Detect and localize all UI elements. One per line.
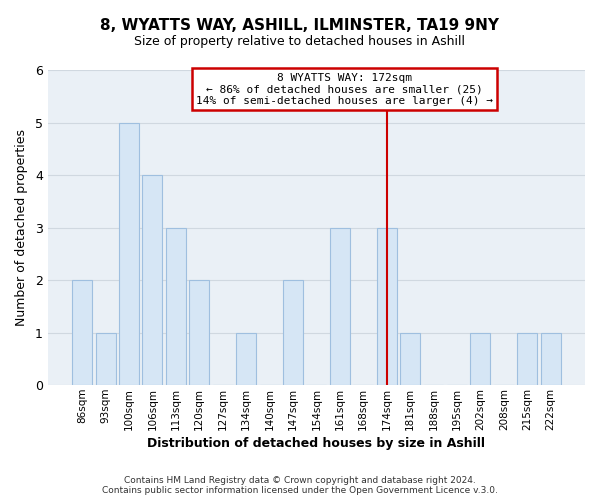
Text: Contains public sector information licensed under the Open Government Licence v.: Contains public sector information licen… xyxy=(102,486,498,495)
Bar xyxy=(470,332,490,385)
Bar xyxy=(166,228,186,385)
Bar xyxy=(400,332,420,385)
Bar xyxy=(190,280,209,385)
Bar xyxy=(330,228,350,385)
Bar xyxy=(142,175,163,385)
Text: 8, WYATTS WAY, ASHILL, ILMINSTER, TA19 9NY: 8, WYATTS WAY, ASHILL, ILMINSTER, TA19 9… xyxy=(101,18,499,32)
Text: Size of property relative to detached houses in Ashill: Size of property relative to detached ho… xyxy=(134,35,466,48)
Text: 8 WYATTS WAY: 172sqm
← 86% of detached houses are smaller (25)
14% of semi-detac: 8 WYATTS WAY: 172sqm ← 86% of detached h… xyxy=(196,72,493,106)
Y-axis label: Number of detached properties: Number of detached properties xyxy=(15,129,28,326)
Text: Contains HM Land Registry data © Crown copyright and database right 2024.: Contains HM Land Registry data © Crown c… xyxy=(124,476,476,485)
Bar xyxy=(517,332,537,385)
Bar xyxy=(236,332,256,385)
Bar xyxy=(72,280,92,385)
Bar xyxy=(541,332,560,385)
Bar xyxy=(283,280,303,385)
X-axis label: Distribution of detached houses by size in Ashill: Distribution of detached houses by size … xyxy=(148,437,485,450)
Bar xyxy=(119,122,139,385)
Bar xyxy=(95,332,116,385)
Bar xyxy=(377,228,397,385)
